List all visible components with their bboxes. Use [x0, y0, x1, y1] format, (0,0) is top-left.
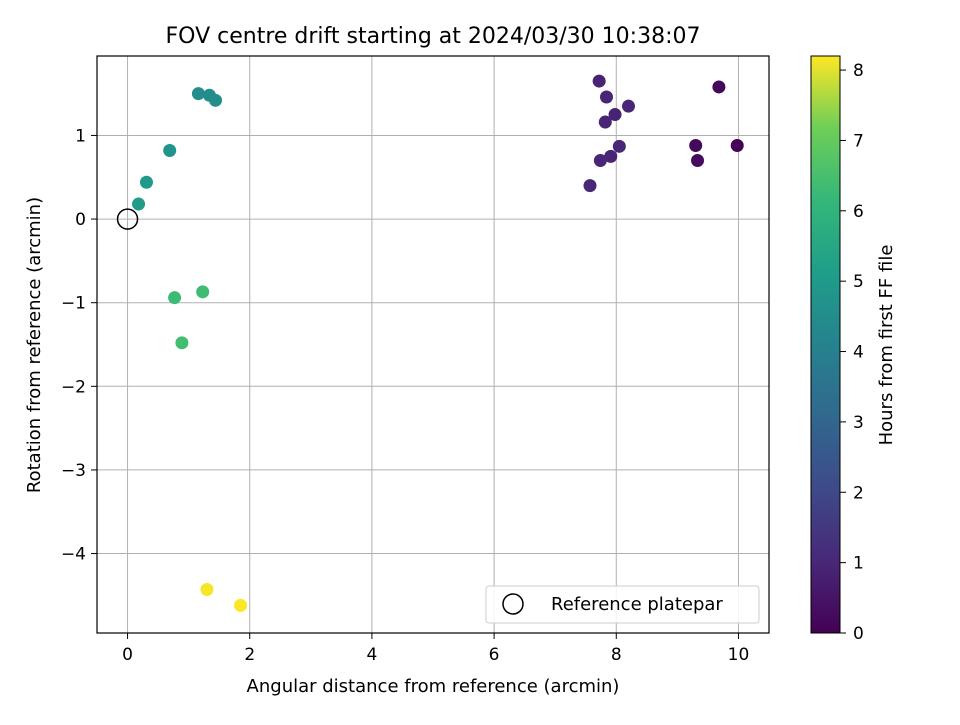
- data-point: [200, 583, 214, 597]
- scatter-points: [116, 74, 744, 612]
- data-point: [730, 138, 744, 152]
- colorbar-tick-label: 8: [853, 61, 864, 81]
- data-point: [608, 108, 622, 122]
- data-point: [621, 99, 635, 113]
- colorbar-tick-label: 4: [853, 343, 864, 363]
- x-axis-label: Angular distance from reference (arcmin): [247, 676, 620, 697]
- data-point: [191, 87, 205, 101]
- data-point: [612, 139, 626, 153]
- colorbar: 0 1 2 3 4 5 6 7 8 Hours from first FF file: [810, 55, 897, 644]
- y-tick-label: −4: [61, 545, 86, 565]
- data-point: [175, 336, 189, 350]
- colorbar-tick-label: 1: [853, 554, 864, 574]
- x-tick-label: 6: [489, 645, 500, 665]
- data-point: [209, 93, 223, 107]
- y-tick-label: −3: [61, 461, 86, 481]
- plot-frame: [96, 55, 770, 634]
- y-axis-label: Rotation from reference (arcmin): [24, 197, 45, 493]
- y-tick-label: −1: [61, 294, 86, 314]
- y-tick-label: 1: [75, 126, 86, 146]
- legend-box: [485, 585, 760, 624]
- x-axis-ticks: 0 2 4 6 8 10: [122, 633, 749, 665]
- colorbar-ticks: 0 1 2 3 4 5 6 7 8: [840, 61, 864, 644]
- colorbar-tick-label: 5: [853, 272, 864, 292]
- reference-point-marker: [116, 208, 139, 230]
- chart-title: FOV centre drift starting at 2024/03/30 …: [166, 24, 701, 49]
- colorbar-gradient: [810, 55, 841, 634]
- data-point: [691, 154, 705, 168]
- data-point: [196, 285, 210, 299]
- y-axis-ticks: 1 0 −1 −2 −3 −4: [61, 126, 97, 565]
- colorbar-tick-label: 3: [853, 413, 864, 433]
- y-tick-label: −2: [61, 377, 86, 397]
- data-point: [689, 138, 703, 152]
- grid-lines: [97, 56, 769, 633]
- legend-entry-reference: Reference platepar: [551, 594, 723, 615]
- data-point: [168, 291, 182, 305]
- data-point: [712, 80, 726, 94]
- x-tick-label: 10: [728, 645, 750, 665]
- data-point: [139, 175, 153, 189]
- y-tick-label: 0: [75, 210, 86, 230]
- x-tick-label: 8: [611, 645, 622, 665]
- data-point: [583, 179, 597, 193]
- data-point: [604, 149, 618, 163]
- colorbar-tick-label: 6: [853, 202, 864, 222]
- colorbar-label: Hours from first FF file: [876, 245, 897, 446]
- colorbar-tick-label: 2: [853, 483, 864, 503]
- legend-marker-reference: [502, 593, 524, 615]
- data-point: [599, 90, 613, 104]
- x-tick-label: 4: [366, 645, 377, 665]
- data-point: [234, 598, 248, 612]
- x-tick-label: 2: [244, 645, 255, 665]
- data-point: [132, 197, 146, 211]
- colorbar-tick-label: 7: [853, 131, 864, 151]
- data-point: [593, 154, 607, 168]
- data-point: [163, 143, 177, 157]
- legend: Reference platepar: [485, 585, 760, 624]
- data-point: [598, 115, 612, 129]
- data-point: [592, 74, 606, 88]
- colorbar-tick-label: 0: [853, 624, 864, 644]
- x-tick-label: 0: [122, 645, 133, 665]
